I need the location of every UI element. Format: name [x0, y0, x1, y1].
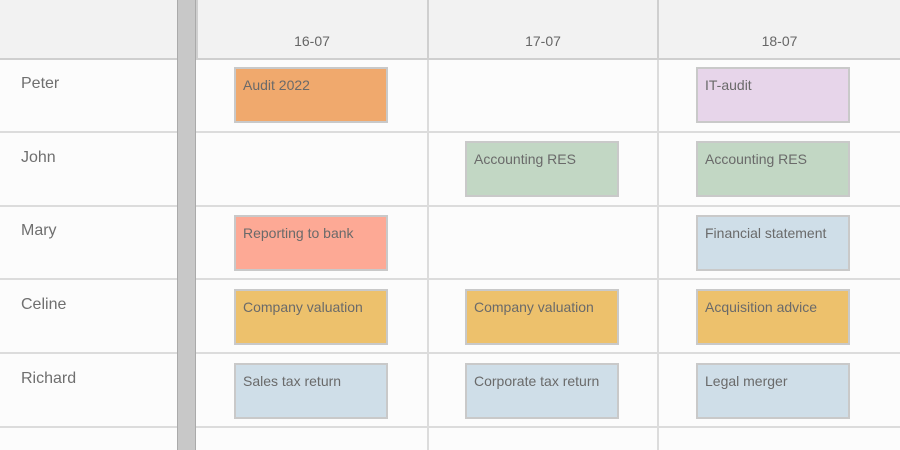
row-gridline	[0, 352, 900, 354]
row-gridline	[0, 278, 900, 280]
day-gridline	[427, 60, 429, 450]
resource-richard: Richard	[21, 370, 77, 387]
date-header-18-07: 18-07	[657, 0, 900, 58]
row-gridline	[0, 205, 900, 207]
event-john-17-07[interactable]: Accounting RES	[465, 141, 619, 197]
resource-mary: Mary	[21, 222, 57, 239]
event-celine-17-07[interactable]: Company valuation	[465, 289, 619, 345]
day-gridline	[657, 60, 659, 450]
row-gridline	[0, 131, 900, 133]
resource-john: John	[21, 149, 56, 166]
event-richard-18-07[interactable]: Legal merger	[696, 363, 850, 419]
event-richard-17-07[interactable]: Corporate tax return	[465, 363, 619, 419]
event-peter-16-07[interactable]: Audit 2022	[234, 67, 388, 123]
row-gridline	[0, 426, 900, 428]
timeline-header	[0, 0, 900, 58]
event-richard-16-07[interactable]: Sales tax return	[234, 363, 388, 419]
event-john-18-07[interactable]: Accounting RES	[696, 141, 850, 197]
resource-peter: Peter	[21, 75, 60, 92]
date-header-17-07: 17-07	[427, 0, 657, 58]
date-header-16-07: 16-07	[196, 0, 426, 58]
event-mary-18-07[interactable]: Financial statement	[696, 215, 850, 271]
event-celine-18-07[interactable]: Acquisition advice	[696, 289, 850, 345]
event-mary-16-07[interactable]: Reporting to bank	[234, 215, 388, 271]
resource-celine: Celine	[21, 296, 67, 313]
resource-panel-splitter[interactable]	[177, 0, 196, 450]
header-divider	[0, 58, 900, 60]
event-peter-18-07[interactable]: IT-audit	[696, 67, 850, 123]
event-celine-16-07[interactable]: Company valuation	[234, 289, 388, 345]
